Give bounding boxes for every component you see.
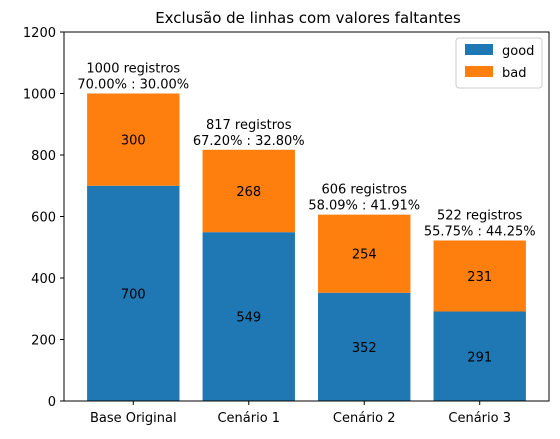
bar-value-label-good-3: 291 [467, 350, 492, 365]
y-tick-label-1: 200 [31, 334, 56, 349]
bar-bad-3 [433, 240, 526, 312]
bar-bad-2 [318, 214, 411, 293]
legend-swatch-bad [465, 66, 493, 77]
bar-bad-1 [202, 149, 295, 233]
y-tick-label-3: 600 [31, 211, 56, 226]
bar-good-3 [433, 311, 526, 401]
bar-value-label-bad-1: 268 [236, 185, 261, 200]
bar-value-label-good-0: 700 [121, 287, 146, 302]
bar-total-annotation-line1-2: 606 registros [321, 183, 407, 198]
x-tick-label-1: Cenário 1 [217, 411, 280, 426]
bar-total-annotation-line2-2: 58.09% : 41.91% [308, 199, 420, 214]
bar-total-annotation-line2-0: 70.00% : 30.00% [77, 78, 189, 93]
bar-total-annotation-line2-1: 67.20% : 32.80% [193, 134, 305, 149]
bar-good-2 [318, 292, 411, 401]
bar-value-label-bad-2: 254 [352, 248, 377, 263]
legend: good bad [455, 37, 543, 89]
plot-frame [63, 31, 550, 402]
y-tick-label-0: 0 [48, 395, 56, 410]
bar-good-1 [202, 232, 295, 401]
y-tick-label-2: 400 [31, 272, 56, 287]
legend-swatch-good [465, 44, 493, 55]
legend-label-good: good [502, 44, 534, 59]
axes-layer: Base Original Cenário 1 Cenário 2 Cenário 3… [23, 26, 550, 426]
y-tick-label-4: 800 [31, 149, 56, 164]
x-tick-label-2: Cenário 2 [333, 411, 396, 426]
bar-good-0 [87, 185, 180, 401]
bar-total-annotation-line1-3: 522 registros [437, 208, 523, 223]
bar-total-annotation-line1-0: 1000 registros [86, 62, 180, 77]
chart-title: Exclusão de linhas com valores faltantes [155, 9, 461, 27]
legend-label-bad: bad [502, 66, 526, 81]
bar-bad-0 [87, 93, 180, 186]
y-tick-label-5: 1000 [23, 88, 56, 103]
y-tick-label-6: 1200 [23, 26, 56, 41]
x-tick-label-0: Base Original [90, 411, 177, 426]
bar-value-label-bad-3: 231 [467, 270, 492, 285]
bar-total-annotation-line1-1: 817 registros [206, 118, 292, 133]
bars-layer [87, 93, 526, 401]
bar-value-label-good-1: 549 [236, 311, 261, 326]
bar-total-annotation-line2-3: 55.75% : 44.25% [424, 224, 536, 239]
bar-value-label-bad-0: 300 [121, 134, 146, 149]
bar-value-label-good-2: 352 [352, 341, 377, 356]
x-tick-label-3: Cenário 3 [448, 411, 511, 426]
